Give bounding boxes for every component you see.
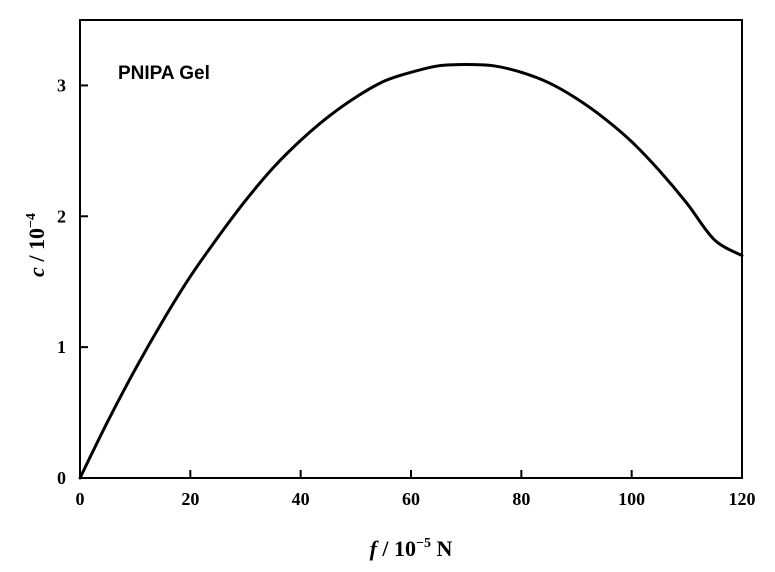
x-tick-label: 80 [512,489,530,509]
x-tick-label: 0 [76,489,85,509]
plot-area [78,19,744,480]
data-series-line [78,62,744,480]
axis-ticks [79,84,743,479]
x-tick-label: 60 [402,489,420,509]
x-tick-label: 100 [618,489,645,509]
chart-annotation: PNIPA Gel [118,63,210,84]
x-axis-label: f / 10−5 N [370,536,453,561]
y-tick-label: 3 [57,75,66,95]
y-axis-label: c / 10−4 [24,213,49,277]
y-tick-label: 0 [57,468,66,488]
y-tick-label: 1 [57,337,66,357]
x-tick-label: 120 [729,489,756,509]
y-tick-labels: 0 1 2 3 [57,75,66,488]
x-tick-label: 40 [292,489,310,509]
y-tick-label: 2 [57,206,66,226]
x-tick-label: 20 [181,489,199,509]
plot-frame [79,19,743,479]
x-tick-labels: 0 20 40 60 80 100 120 [76,489,756,509]
